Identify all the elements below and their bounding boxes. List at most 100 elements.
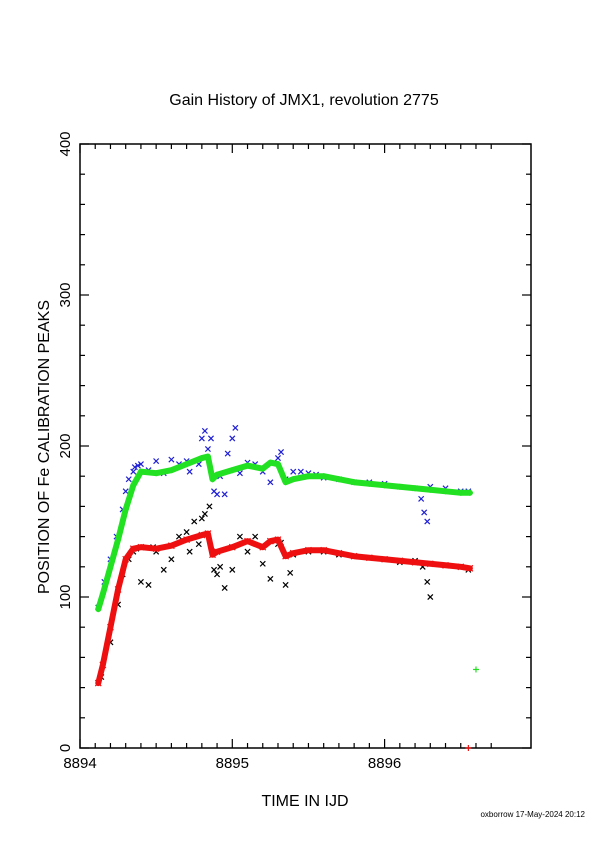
data-point [305, 546, 312, 554]
data-point [195, 541, 202, 548]
data-point [457, 563, 465, 571]
x-tick-label: 8896 [368, 755, 401, 772]
data-point [122, 488, 129, 495]
x-axis-title: TIME IN IJD [261, 793, 348, 810]
data-point [183, 536, 191, 544]
data-point [201, 427, 208, 434]
data-point [214, 471, 221, 478]
data-point [244, 462, 251, 469]
data-point [134, 462, 141, 469]
data-point [168, 467, 175, 474]
data-point [411, 558, 419, 566]
data-point [131, 464, 138, 471]
data-point [396, 483, 403, 490]
data-point [153, 458, 160, 465]
data-point [130, 468, 137, 475]
data-point [229, 467, 236, 474]
data-point [207, 435, 215, 442]
x-tick-label: 8894 [63, 755, 96, 772]
data-point [335, 476, 342, 483]
data-point [221, 584, 228, 591]
data-point [236, 533, 243, 540]
series-3 [94, 530, 474, 687]
data-point [125, 476, 132, 483]
data-point [278, 449, 285, 456]
data-point [129, 545, 137, 553]
data-point [186, 548, 193, 555]
data-point [198, 515, 205, 522]
data-point [204, 530, 212, 538]
data-point [412, 485, 419, 492]
data-point [396, 557, 404, 565]
data-point [466, 489, 473, 496]
data-point [209, 551, 216, 559]
data-point [381, 555, 389, 563]
data-point [99, 661, 107, 669]
data-point [335, 549, 343, 557]
axis-ticks: 0 100 200 300 400 8894 8895 8896 [57, 131, 531, 772]
data-point [426, 560, 434, 568]
data-point [99, 590, 106, 597]
data-point [427, 486, 434, 493]
chart-title: Gain History of JMX1, revolution 2775 [169, 92, 439, 109]
data-marks [94, 424, 479, 751]
data-point [266, 537, 274, 545]
y-tick-label: 400 [57, 131, 74, 156]
data-point [160, 566, 167, 573]
data-point [290, 468, 297, 475]
data-point [466, 564, 474, 572]
y-tick-label: 300 [57, 282, 74, 307]
data-point [221, 491, 228, 498]
data-point [153, 470, 160, 477]
data-point [168, 456, 175, 463]
data-point [198, 435, 205, 442]
data-point [267, 459, 274, 466]
data-point [204, 445, 211, 453]
data-point [137, 468, 144, 475]
data-point [122, 555, 130, 563]
data-point [168, 556, 175, 563]
x-tick-label: 8895 [216, 755, 249, 772]
data-point [186, 468, 193, 475]
data-point [145, 581, 152, 588]
data-point [122, 506, 129, 513]
data-point [267, 479, 274, 486]
data-point [204, 453, 211, 460]
data-point [175, 533, 183, 540]
data-point [229, 566, 236, 573]
data-point [114, 586, 122, 593]
data-point [252, 533, 259, 540]
data-point [427, 593, 434, 601]
data-point [209, 476, 216, 483]
data-point [259, 465, 266, 472]
data-point [259, 543, 267, 551]
data-point [213, 548, 221, 556]
data-point [287, 569, 294, 576]
data-point [289, 549, 297, 557]
y-tick-label: 0 [57, 744, 74, 752]
data-point [320, 473, 327, 480]
data-point [320, 546, 328, 554]
data-point [201, 510, 208, 517]
footer-note: oxborrow 17-May-2024 20:12 [480, 810, 585, 819]
data-point [95, 606, 102, 613]
data-point [274, 461, 281, 468]
data-point [198, 455, 205, 462]
data-point [297, 468, 304, 475]
data-point [350, 552, 358, 560]
data-point [232, 424, 239, 431]
y-axis-title: POSITION OF Fe CALIBRATION PEAKS [36, 300, 53, 594]
data-point [137, 578, 144, 585]
data-point [224, 450, 231, 457]
plot-frame [79, 143, 532, 749]
data-point [191, 518, 198, 525]
data-point [442, 488, 449, 495]
data-point [351, 479, 358, 486]
y-tick-label: 100 [57, 584, 74, 609]
fit-line [95, 530, 473, 687]
data-point [183, 461, 190, 468]
data-point [107, 563, 114, 570]
data-point [206, 503, 213, 510]
y-tick-label: 200 [57, 433, 74, 458]
